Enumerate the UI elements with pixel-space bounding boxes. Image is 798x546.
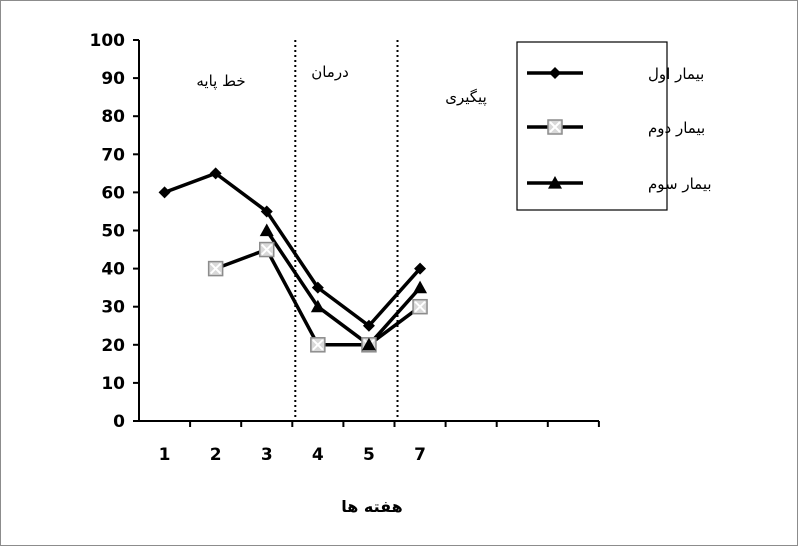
legend-label: بیمار اول bbox=[648, 65, 704, 83]
axes bbox=[133, 39, 600, 427]
phase-labels: خط پایه درمان پیگیری bbox=[196, 63, 486, 107]
legend-marker bbox=[549, 67, 561, 79]
y-tick-label: 80 bbox=[101, 107, 125, 127]
data-point bbox=[310, 337, 326, 353]
x-tick-labels: 1 2 3 4 5 7 bbox=[159, 445, 426, 465]
phase-label: خط پایه bbox=[196, 72, 245, 91]
legend: بیمار اول بیمار دوم بیمار سوم bbox=[516, 41, 712, 211]
x-tick-label: 4 bbox=[312, 445, 324, 465]
y-tick-label: 20 bbox=[101, 336, 125, 356]
x-axis-label: هفته ها bbox=[341, 497, 403, 516]
y-tick-label: 70 bbox=[101, 145, 125, 165]
data-point bbox=[209, 167, 222, 180]
data-point bbox=[259, 223, 274, 237]
y-tick-label: 0 bbox=[113, 412, 125, 432]
data-point bbox=[362, 319, 375, 332]
legend-items: بیمار اول بیمار دوم بیمار سوم bbox=[527, 65, 712, 193]
x-tick-label: 5 bbox=[363, 445, 375, 465]
data-point bbox=[207, 260, 224, 277]
y-tick-label: 30 bbox=[101, 298, 125, 318]
y-tick-label: 40 bbox=[101, 260, 125, 280]
legend-marker bbox=[547, 119, 563, 135]
data-point bbox=[311, 281, 324, 294]
legend-marker bbox=[548, 176, 562, 189]
phase-label: درمان bbox=[311, 63, 349, 81]
y-tick-label: 10 bbox=[101, 374, 125, 394]
series-line bbox=[265, 229, 422, 347]
data-point bbox=[259, 241, 275, 258]
series-markers bbox=[158, 167, 428, 353]
legend-label: بیمار دوم bbox=[648, 119, 705, 137]
data-point bbox=[158, 186, 171, 199]
y-tick-labels: 0 10 20 30 40 50 60 70 80 90 100 bbox=[90, 31, 126, 432]
phase-divider-lines bbox=[294, 40, 399, 421]
y-tick-label: 60 bbox=[101, 183, 125, 203]
series-line bbox=[163, 171, 422, 328]
data-point bbox=[413, 280, 428, 294]
x-tick-label: 7 bbox=[414, 445, 426, 465]
y-tick-label: 100 bbox=[90, 31, 126, 51]
y-tick-label: 90 bbox=[101, 69, 125, 89]
legend-label: بیمار سوم bbox=[648, 175, 712, 193]
data-point bbox=[414, 262, 427, 275]
x-tick-label: 3 bbox=[261, 445, 273, 465]
data-point bbox=[310, 299, 325, 313]
x-tick-label: 1 bbox=[159, 445, 171, 465]
phase-label: پیگیری bbox=[445, 88, 487, 107]
data-point bbox=[260, 205, 273, 218]
y-tick-label: 50 bbox=[101, 222, 125, 242]
data-point bbox=[361, 337, 376, 351]
x-tick-label: 2 bbox=[210, 445, 222, 465]
data-point bbox=[412, 298, 428, 315]
